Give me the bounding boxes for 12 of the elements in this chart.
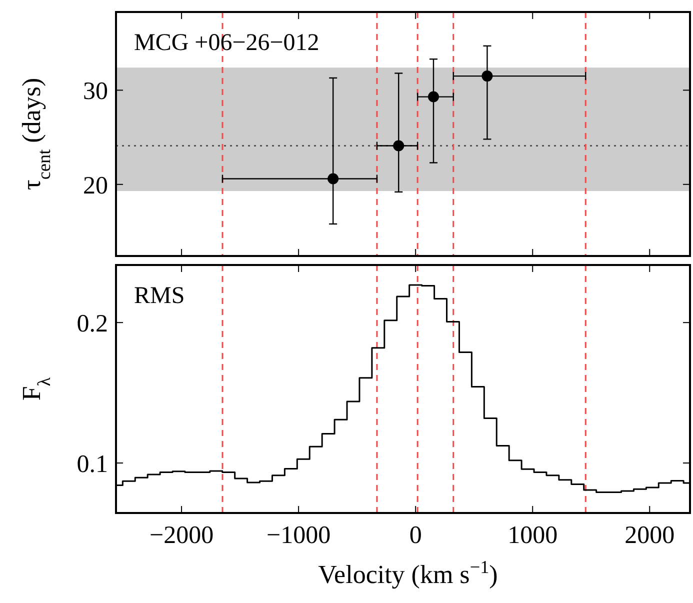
- y-tick-label: 20: [83, 172, 108, 200]
- annotation: MCG +06−26−012: [134, 30, 320, 56]
- x-tick-label: 0: [409, 522, 422, 549]
- y-tick-label: 30: [83, 78, 108, 106]
- y-tick-label: 0.1: [76, 451, 108, 478]
- y-tick-label: 0.2: [76, 310, 108, 338]
- x-tick-label: 1000: [508, 522, 558, 549]
- x-tick-label: 2000: [624, 522, 675, 549]
- annotation: RMS: [134, 283, 185, 309]
- x-tick-label: −2000: [149, 522, 214, 549]
- x-axis-title: Velocity (km s$^{−1}$): [318, 557, 498, 589]
- x-tick-label: −1000: [266, 522, 331, 549]
